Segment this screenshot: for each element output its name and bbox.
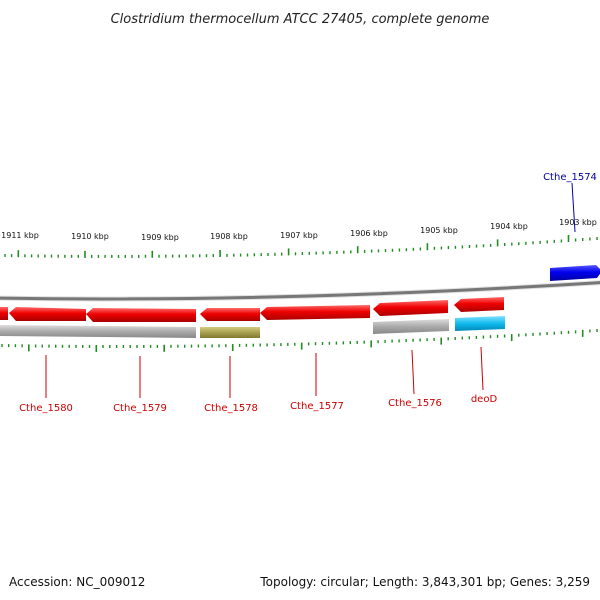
gene-label-deoD[interactable]: deoD (471, 394, 498, 405)
ruler-tick-labels: 1911 kbp 1910 kbp 1909 kbp 1908 kbp 1907… (1, 218, 597, 242)
ruler-ticks-bottom (1, 329, 598, 352)
feature-block-cyan[interactable] (455, 316, 505, 331)
map-title: Clostridium thermocellum ATCC 27405, com… (111, 12, 490, 27)
gene-Cthe_1576-arrow[interactable] (373, 300, 448, 316)
leader-line-deoD (480, 346, 484, 391)
gene-label-Cthe_1577[interactable]: Cthe_1577 (290, 401, 344, 412)
tick-label: 1909 kbp (141, 233, 179, 242)
tick-label: 1906 kbp (350, 229, 388, 238)
gene-Cthe_1578-arrow[interactable] (200, 308, 260, 321)
gene-label-Cthe_1576[interactable]: Cthe_1576 (388, 398, 442, 409)
tick-label: 1910 kbp (71, 232, 109, 241)
genome-summary-text: Topology: circular; Length: 3,843,301 bp… (259, 575, 590, 589)
gene-Cthe_1577-arrow[interactable] (260, 305, 370, 320)
genome-backbone (0, 281, 600, 301)
gene-Cthe_1574-arrow[interactable] (550, 265, 600, 281)
leader-line-Cthe_1576 (411, 349, 415, 395)
gene-label-Cthe_1580[interactable]: Cthe_1580 (19, 403, 73, 414)
accession-text: Accession: NC_009012 (9, 575, 145, 589)
tick-label: 1904 kbp (490, 222, 528, 231)
tick-label: 1903 kbp (559, 218, 597, 227)
tick-label: 1907 kbp (280, 231, 318, 240)
gene-label-Cthe_1574[interactable]: Cthe_1574 (543, 172, 597, 183)
gene-Cthe_1579-arrow[interactable] (86, 308, 196, 322)
gene-label-Cthe_1579[interactable]: Cthe_1579 (113, 403, 167, 414)
leader-line-Cthe_1574 (571, 182, 576, 233)
gene-deoD-arrow[interactable] (454, 297, 504, 312)
gene-Cthe_1580-arrow[interactable] (9, 307, 86, 321)
tick-label: 1911 kbp (1, 231, 39, 240)
tick-label: 1908 kbp (210, 232, 248, 241)
feature-block-gray[interactable] (373, 319, 449, 334)
tick-label: 1905 kbp (420, 226, 458, 235)
feature-block-gray[interactable] (0, 325, 196, 338)
gene-label-Cthe_1578[interactable]: Cthe_1578 (204, 403, 258, 414)
ruler-ticks-top (4, 235, 598, 258)
gene-arrow-partial[interactable] (0, 307, 8, 320)
feature-block-olive[interactable] (200, 327, 260, 338)
